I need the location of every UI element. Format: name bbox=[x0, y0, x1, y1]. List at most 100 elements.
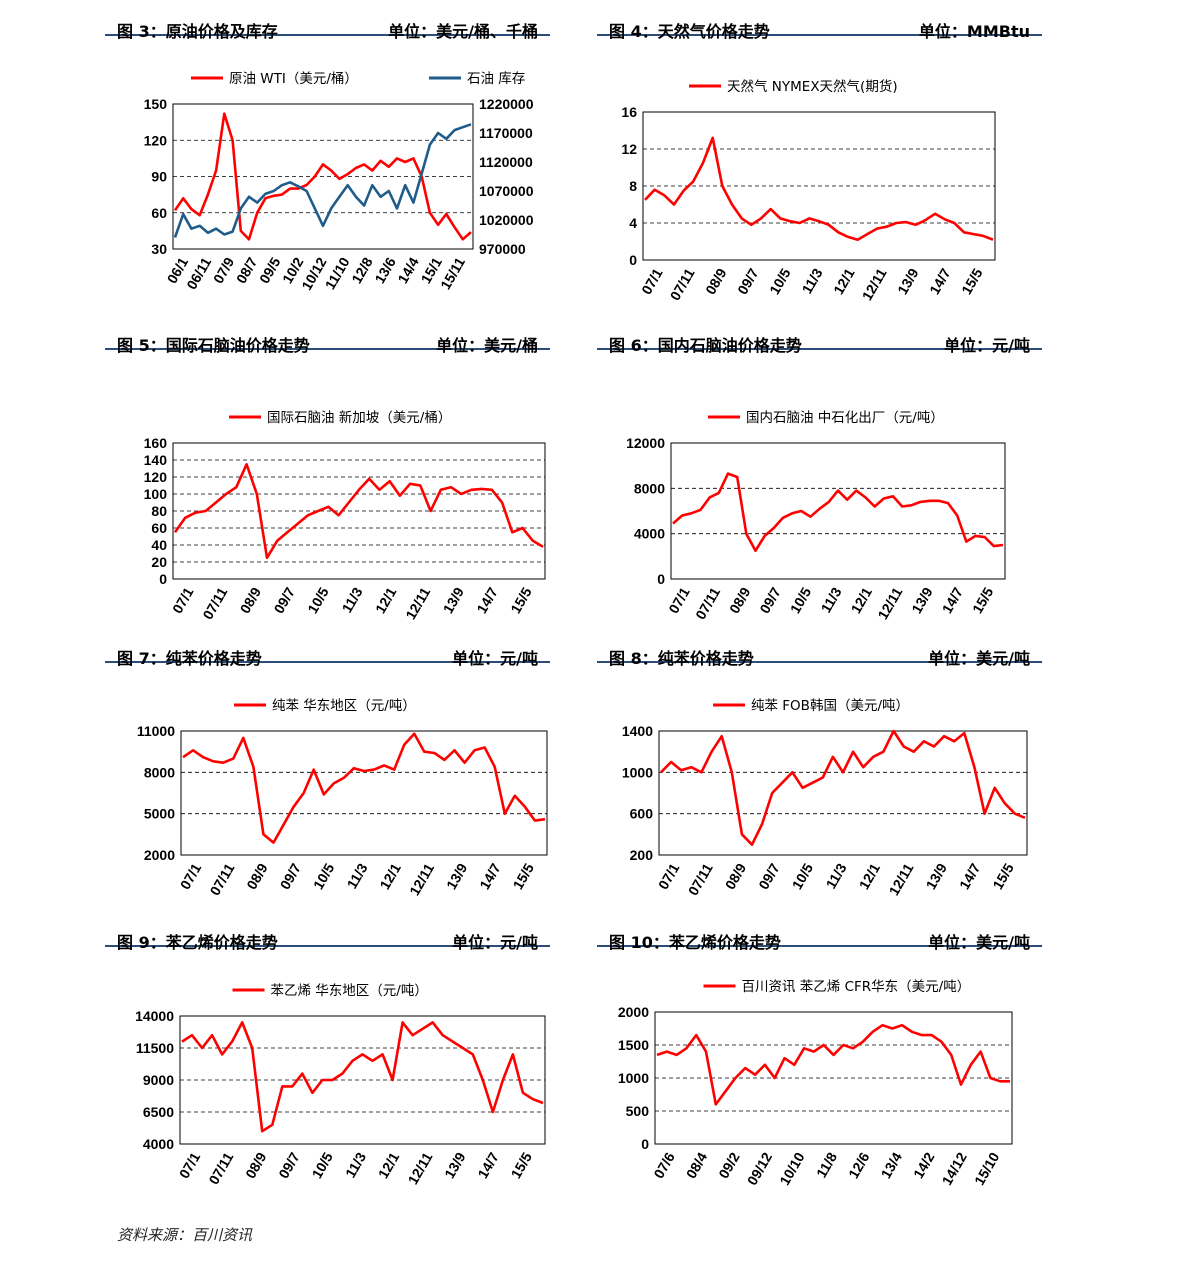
y-tick-label: 14000 bbox=[135, 1008, 174, 1024]
y-tick-label: 6500 bbox=[143, 1104, 174, 1120]
figure-title: 图 6：国内石脑油价格走势 bbox=[609, 336, 802, 355]
x-tick-label: 08/9 bbox=[242, 1149, 270, 1181]
y-tick-label: 4 bbox=[629, 215, 637, 231]
x-tick-label: 11/10 bbox=[322, 254, 353, 292]
x-tick-label: 09/7 bbox=[734, 265, 762, 297]
x-tick-label: 14/7 bbox=[939, 584, 967, 616]
y-tick-label: 60 bbox=[151, 205, 167, 221]
x-tick-label: 11/8 bbox=[813, 1149, 840, 1180]
y-tick-label: 0 bbox=[657, 571, 665, 587]
x-tick-label: 07/11 bbox=[667, 265, 698, 303]
x-tick-label: 06/11 bbox=[183, 254, 214, 292]
panel-header: 图 3：原油价格及库存 单位：美元/桶、千桶 bbox=[105, 0, 550, 41]
x-tick-label: 12/11 bbox=[874, 584, 905, 622]
x-tick-label: 12/11 bbox=[402, 584, 433, 622]
x-tick-label: 07/11 bbox=[692, 584, 723, 622]
x-tick-label: 12/1 bbox=[376, 860, 404, 892]
y-tick-label: 150 bbox=[144, 96, 168, 112]
series-line bbox=[660, 729, 1026, 846]
y-tick-label: 0 bbox=[641, 1136, 649, 1152]
legend: 国际石脑油 新加坡（美元/桶） bbox=[229, 410, 451, 426]
series-line bbox=[173, 123, 472, 238]
legend: 纯苯 华东地区（元/吨） bbox=[234, 698, 416, 714]
x-tick-label: 11/3 bbox=[343, 860, 370, 891]
x-tick-label: 07/1 bbox=[638, 265, 666, 297]
x-tick-label: 12/11 bbox=[404, 1149, 435, 1187]
x-tick-label: 10/5 bbox=[310, 860, 338, 892]
y-tick-label: 60 bbox=[151, 520, 167, 536]
x-tick-label: 11/3 bbox=[342, 1149, 369, 1180]
y-tick-label: 12000 bbox=[626, 435, 665, 451]
x-tick-label: 12/11 bbox=[859, 265, 890, 303]
x-tick-label: 09/7 bbox=[756, 584, 784, 616]
figure-unit: 单位：元/吨 bbox=[452, 933, 538, 952]
x-tick-label: 07/1 bbox=[177, 860, 205, 892]
series-line bbox=[181, 1021, 544, 1133]
y-tick-label: 1000 bbox=[618, 1070, 649, 1086]
y-tick-label: 5000 bbox=[144, 806, 175, 822]
figure-title: 图 3：原油价格及库存 bbox=[117, 22, 278, 41]
x-tick-label: 07/11 bbox=[685, 860, 716, 898]
x-tick-label: 11/3 bbox=[822, 860, 849, 891]
x-tick-label: 09/7 bbox=[277, 860, 305, 892]
figure-unit: 单位：美元/桶 bbox=[436, 336, 538, 355]
y-tick-label: 80 bbox=[151, 503, 167, 519]
x-tick-label: 09/5 bbox=[256, 254, 284, 286]
y-tick-label: 20 bbox=[151, 554, 167, 570]
y-tick-label: 8000 bbox=[634, 480, 665, 496]
series-line bbox=[182, 732, 546, 844]
legend-label: 国内石脑油 中石化出厂（元/吨） bbox=[746, 410, 944, 426]
x-tick-label: 07/6 bbox=[650, 1149, 678, 1181]
x-tick-label: 14/7 bbox=[473, 584, 501, 616]
legend-label: 石油 库存 bbox=[467, 71, 525, 87]
x-tick-label: 08/9 bbox=[726, 584, 754, 616]
x-tick-label: 08/9 bbox=[702, 265, 730, 297]
panel-header: 图 4：天然气价格走势 单位：MMBtu bbox=[597, 0, 1042, 41]
figure-title: 图 9：苯乙烯价格走势 bbox=[117, 933, 278, 952]
x-tick-label: 13/6 bbox=[371, 254, 399, 286]
chart-panel: 图 7：纯苯价格走势 单位：元/吨 2000 5000 8000 11000 07/1 07/… bbox=[105, 627, 550, 927]
x-tick-label: 12/1 bbox=[856, 860, 884, 892]
legend-label: 国际石脑油 新加坡（美元/桶） bbox=[267, 410, 451, 426]
y-tick-label: 1400 bbox=[622, 723, 653, 739]
x-tick-label: 12/8 bbox=[348, 254, 376, 286]
y-tick-label: 2000 bbox=[618, 1004, 649, 1020]
y-tick-label: 140 bbox=[144, 452, 168, 468]
legend: 天然气 NYMEX天然气(期货) bbox=[689, 78, 898, 95]
x-tick-label: 15/5 bbox=[509, 860, 537, 892]
x-tick-label: 11/3 bbox=[798, 265, 825, 296]
plot-frame bbox=[658, 730, 1028, 856]
y-tick-label: 120 bbox=[144, 132, 168, 148]
plot-frame bbox=[670, 442, 1006, 580]
x-tick-label: 09/7 bbox=[275, 1149, 303, 1181]
x-tick-label: 11/3 bbox=[338, 584, 365, 615]
chart-panel: 图 6：国内石脑油价格走势 单位：元/吨 0 4000 8000 12000 07/1 07/… bbox=[597, 314, 1042, 622]
x-tick-label: 15/5 bbox=[507, 584, 535, 616]
y-tick-label: 120 bbox=[144, 469, 168, 485]
y2-tick-label: 1070000 bbox=[479, 183, 534, 199]
y-tick-label: 1500 bbox=[618, 1037, 649, 1053]
line-chart: 0 4 8 12 16 07/1 07/11 08/9 09/7 10/5 11/3 12/1 12/1… bbox=[621, 78, 996, 303]
x-tick-label: 14/7 bbox=[474, 1149, 502, 1181]
legend: 纯苯 FOB韩国（美元/吨） bbox=[713, 698, 909, 714]
x-tick-label: 15/5 bbox=[508, 1149, 536, 1181]
y-tick-label: 16 bbox=[621, 104, 637, 120]
y-tick-label: 11000 bbox=[137, 723, 175, 739]
panel-header: 图 6：国内石脑油价格走势 单位：元/吨 bbox=[597, 314, 1042, 355]
y-tick-label: 4000 bbox=[634, 526, 665, 542]
x-tick-label: 09/7 bbox=[270, 584, 298, 616]
x-tick-label: 11/3 bbox=[817, 584, 844, 615]
y2-tick-label: 1120000 bbox=[479, 154, 533, 170]
x-tick-label: 15/10 bbox=[971, 1149, 1002, 1188]
x-tick-label: 12/1 bbox=[847, 584, 875, 616]
panel-header: 图 7：纯苯价格走势 单位：元/吨 bbox=[105, 627, 550, 668]
x-tick-label: 12/11 bbox=[886, 860, 917, 898]
x-tick-label: 07/11 bbox=[207, 860, 238, 898]
y-tick-label: 8000 bbox=[144, 764, 175, 780]
x-tick-label: 10/5 bbox=[308, 1149, 336, 1181]
y2-tick-label: 1170000 bbox=[479, 125, 533, 141]
y-tick-label: 90 bbox=[151, 169, 167, 185]
legend-label: 苯乙烯 华东地区（元/吨） bbox=[271, 983, 428, 999]
x-tick-label: 09/2 bbox=[715, 1149, 743, 1181]
